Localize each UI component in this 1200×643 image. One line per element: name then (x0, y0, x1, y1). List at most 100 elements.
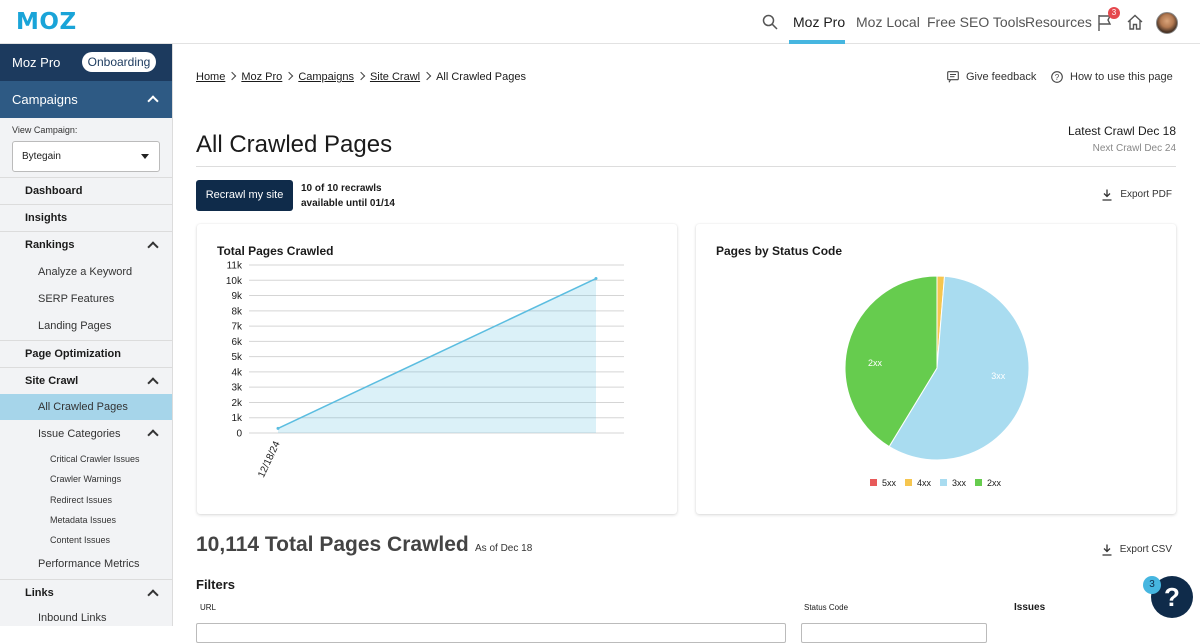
chevron-up-icon (147, 589, 159, 601)
nav-moz-pro[interactable]: Moz Pro (793, 14, 846, 30)
legend-swatch (940, 479, 947, 486)
chevron-up-icon (147, 377, 159, 389)
campaign-select[interactable]: Bytegain (12, 141, 160, 172)
breadcrumb-site-crawl[interactable]: Site Crawl (369, 71, 421, 83)
y-tick-label: 1k (231, 413, 243, 424)
area-fill (278, 278, 596, 433)
data-point (594, 277, 598, 281)
sidebar-item-metadata-issues[interactable]: Metadata Issues (0, 515, 172, 531)
y-tick-label: 3k (231, 383, 243, 394)
onboarding-button[interactable]: Onboarding (82, 52, 156, 72)
recrawl-button[interactable]: Recrawl my site (196, 180, 293, 211)
campaigns-label: Campaigns (12, 92, 78, 107)
breadcrumb-current: All Crawled Pages (436, 71, 526, 83)
divider (196, 166, 1176, 167)
total-pages-chart: 0 1k 2k 3k 4k 5k 6k 7k 8k 9k 10k 11k 12/18/24 (226, 261, 624, 480)
main-content: Home Moz Pro Campaigns Site Crawl All Crawle… (173, 44, 1200, 643)
sidebar-item-all-crawled-pages[interactable]: All Crawled Pages (0, 394, 172, 420)
nav-moz-local[interactable]: Moz Local (856, 14, 920, 30)
nav-active-indicator (789, 40, 845, 44)
chevron-right-icon (228, 71, 237, 81)
give-feedback-link[interactable]: Give feedback (966, 71, 1037, 83)
y-tick-label: 6k (231, 337, 243, 348)
page-title: All Crawled Pages (196, 131, 393, 158)
flag-icon[interactable] (1097, 14, 1113, 32)
sidebar-item-dashboard[interactable]: Dashboard (0, 177, 172, 204)
campaigns-section-toggle[interactable]: Campaigns (0, 81, 172, 118)
nav-free-seo-tools[interactable]: Free SEO Tools (927, 14, 1026, 30)
sidebar-item-performance-metrics[interactable]: Performance Metrics (0, 558, 172, 578)
chevron-right-icon (422, 71, 432, 81)
sidebar-item-issue-categories[interactable]: Issue Categories (0, 428, 172, 448)
sidebar-item-landing-pages[interactable]: Landing Pages (0, 320, 172, 340)
sidebar-item-label: Metadata Issues (50, 515, 117, 525)
chevron-right-icon (356, 71, 366, 81)
sidebar-item-critical-crawler-issues[interactable]: Critical Crawler Issues (0, 454, 172, 470)
data-point (276, 426, 280, 430)
feedback-icon (947, 71, 959, 83)
url-filter-input[interactable] (196, 623, 786, 643)
sidebar-item-site-crawl[interactable]: Site Crawl (0, 367, 172, 394)
y-tick-label: 9k (231, 291, 243, 302)
sidebar-item-redirect-issues[interactable]: Redirect Issues (0, 495, 172, 511)
sidebar-item-rankings[interactable]: Rankings (0, 231, 172, 258)
sidebar-item-links[interactable]: Links (0, 579, 172, 606)
sidebar-item-label: Redirect Issues (50, 495, 113, 505)
download-icon (1102, 189, 1112, 201)
sidebar-item-inbound-links[interactable]: Inbound Links (0, 612, 172, 626)
breadcrumb: Home Moz Pro Campaigns Site Crawl All Crawle… (196, 71, 526, 83)
nav-resources[interactable]: Resources (1025, 14, 1092, 30)
y-tick-label: 11k (227, 261, 243, 272)
legend-swatch (975, 479, 982, 486)
sidebar-item-page-optimization[interactable]: Page Optimization (0, 340, 172, 367)
sidebar-item-label: Analyze a Keyword (38, 266, 133, 278)
sidebar-item-label: Performance Metrics (38, 558, 140, 570)
url-filter-label: URL (200, 603, 217, 612)
export-csv-link[interactable]: Export CSV (1119, 544, 1172, 555)
sidebar-item-crawler-warnings[interactable]: Crawler Warnings (0, 474, 172, 490)
notification-badge: 3 (1108, 7, 1120, 19)
chevron-up-icon (147, 95, 159, 107)
sidebar-item-serp-features[interactable]: SERP Features (0, 293, 172, 313)
sidebar-item-label: Landing Pages (38, 320, 112, 332)
next-crawl-date: Next Crawl Dec 24 (1092, 143, 1176, 154)
chevron-right-icon (285, 71, 294, 81)
caret-down-icon (141, 154, 149, 159)
breadcrumb-campaigns[interactable]: Campaigns (298, 71, 354, 83)
moz-logo[interactable]: MOZ (16, 9, 77, 35)
chart-title: Pages by Status Code (716, 244, 843, 258)
summary-as-of: As of Dec 18 (475, 543, 533, 554)
export-pdf-link[interactable]: Export PDF (1120, 189, 1172, 200)
campaign-select-value: Bytegain (22, 151, 61, 162)
legend-label: 3xx (952, 478, 967, 488)
sidebar-item-content-issues[interactable]: Content Issues (0, 535, 172, 551)
status-code-filter-select[interactable] (801, 623, 987, 643)
download-icon (1102, 544, 1112, 556)
status-code-pie-chart: 2xx 3xx 5xx 4xx 3xx 2xx (844, 275, 1030, 488)
sidebar-item-label: Inbound Links (38, 612, 107, 624)
sidebar-item-insights[interactable]: Insights (0, 204, 172, 231)
sidebar-item-label: Content Issues (50, 535, 111, 545)
sidebar-item-label: All Crawled Pages (38, 401, 128, 413)
status-code-filter-label: Status Code (804, 603, 849, 612)
sidebar: Moz Pro Onboarding Campaigns View Campai… (0, 44, 173, 626)
home-icon[interactable] (1127, 14, 1143, 30)
sidebar-item-analyze-keyword[interactable]: Analyze a Keyword (0, 266, 172, 286)
y-tick-label: 8k (231, 306, 243, 317)
chart-title: Total Pages Crawled (217, 244, 334, 258)
top-navigation-bar: MOZ Moz Pro Moz Local Free SEO Tools Res… (0, 0, 1200, 44)
breadcrumb-home[interactable]: Home (196, 71, 226, 83)
total-pages-chart-card: Total Pages Crawled 0 1k 2k 3k 4k 5k 6k 7k 8k 9k 1… (197, 224, 677, 514)
breadcrumb-moz-pro[interactable]: Moz Pro (241, 71, 283, 83)
view-campaign-label: View Campaign: (12, 125, 78, 135)
sidebar-item-label: Insights (25, 212, 68, 224)
search-icon[interactable] (762, 14, 778, 30)
total-pages-summary: 10,114 Total Pages Crawled (196, 533, 469, 556)
user-avatar[interactable] (1156, 12, 1178, 34)
legend-swatch (905, 479, 912, 486)
recrawl-availability: 10 of 10 recrawls available until 01/14 (301, 181, 395, 211)
how-to-use-link[interactable]: How to use this page (1070, 71, 1173, 83)
series-line (277, 277, 597, 430)
sidebar-item-label: Dashboard (25, 185, 83, 197)
pie-slice-label: 2xx (868, 358, 883, 368)
